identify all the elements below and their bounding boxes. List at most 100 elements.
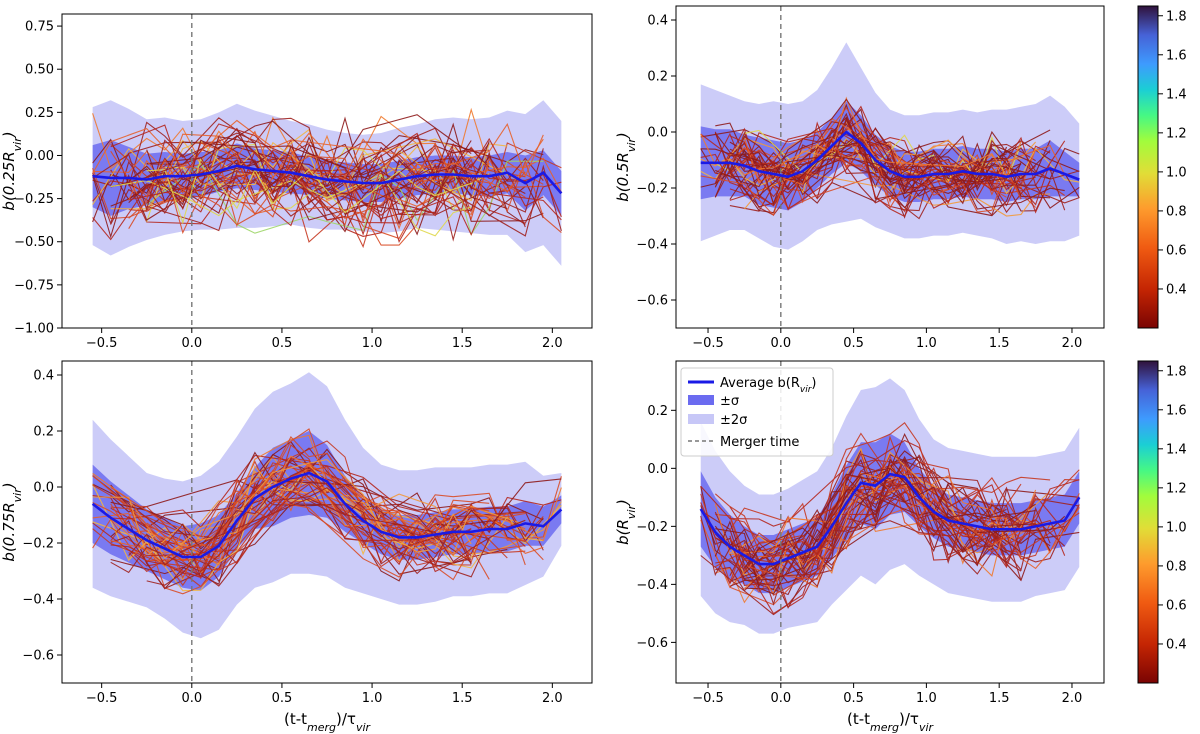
track-line (92, 119, 544, 178)
legend-sigma2-swatch (688, 414, 714, 424)
track-line (128, 157, 562, 237)
track-line (744, 129, 1051, 176)
track-line (110, 142, 526, 224)
y-tick-label: −0.25 (14, 192, 54, 207)
colorbar-tick-label: 1.4 (1166, 442, 1187, 457)
track-line (146, 467, 544, 563)
track-line (729, 107, 1007, 196)
x-axis-label: (t-tmerg)/τvir (847, 710, 935, 734)
track-line (110, 451, 562, 550)
average-line (699, 472, 1081, 566)
x-tick-label: 2.0 (1062, 336, 1083, 351)
y-tick-label: −0.2 (22, 537, 54, 552)
x-tick-label: 0.0 (181, 336, 202, 351)
track-line (700, 439, 1080, 527)
colorbar-tick-label: 0.6 (1166, 243, 1187, 258)
track-line (128, 482, 472, 587)
y-tick-label: 0.4 (647, 14, 668, 29)
y-axis-label: b(0.25Rvir) (0, 131, 24, 210)
colorbar-tick-label: 0.4 (1166, 637, 1187, 652)
plot-area (700, 42, 1080, 250)
y-tick-label: −0.2 (636, 182, 668, 197)
track-line (714, 121, 1007, 189)
y-tick-label: 0.2 (647, 404, 668, 419)
x-tick-label: 1.5 (989, 336, 1010, 351)
y-tick-label: 0.4 (33, 369, 54, 384)
track-line (128, 156, 544, 222)
track-line (146, 136, 490, 203)
track-line (92, 137, 490, 216)
track-line (92, 462, 472, 579)
plot-area (699, 378, 1081, 634)
track-line (110, 153, 544, 225)
track-line (729, 116, 1051, 197)
x-tick-label: 1.5 (452, 336, 473, 351)
panel-b-025rvir: −0.5 0.0 0.5 1.0 1.5 2.0 0.75 0.50 0.25 0.00 −0.25… (0, 13, 593, 351)
colorbar-tick-label: 1.0 (1166, 520, 1187, 535)
track-line (146, 134, 490, 224)
y-tick-label: −0.6 (22, 649, 54, 664)
panel-b-075rvir: −0.5 0.0 0.5 1.0 1.5 2.0 0.4 0.2 0.0 −0.2 −0.4 −0.6… (0, 360, 593, 734)
track-line (110, 173, 472, 237)
colorbar-tick-label: 1.6 (1166, 48, 1187, 63)
x-tick-label: −0.5 (86, 691, 118, 706)
track-line (146, 459, 472, 559)
x-tick-label: 0.5 (272, 691, 293, 706)
x-tick-label: 0.5 (843, 336, 864, 351)
y-tick-label: −0.4 (636, 238, 668, 253)
track-line (146, 466, 472, 586)
track-line (110, 487, 490, 578)
individual-tracks (92, 428, 562, 595)
colorbar-tick-label: 1.4 (1166, 87, 1187, 102)
legend-merger-label: Merger time (720, 435, 799, 450)
track-line (128, 156, 562, 230)
colorbar-tick-label: 0.8 (1166, 204, 1187, 219)
track-line (128, 497, 526, 566)
y-tick-label: 0.50 (25, 63, 54, 78)
x-tick-label: 0.0 (770, 336, 791, 351)
track-line (715, 135, 1080, 192)
y-tick-label: −0.75 (14, 278, 54, 293)
average-line (92, 164, 563, 195)
axes-frame (61, 13, 593, 329)
track-line (128, 142, 562, 234)
colorbar-tick-label: 1.8 (1166, 9, 1187, 24)
panel-b-05rvir: −0.5 0.0 0.5 1.0 1.5 2.0 0.4 0.2 0.0 −0.2 −0.4 −0.6… (614, 5, 1105, 351)
y-tick-label: 0.0 (33, 481, 54, 496)
track-line (110, 454, 562, 532)
colorbar-tick-label: 0.8 (1166, 559, 1187, 574)
axes-frame (675, 5, 1105, 329)
y-tick-label: −0.4 (22, 593, 54, 608)
track-line (92, 159, 526, 239)
legend-average-label: Average b(Rvir) (720, 376, 816, 395)
x-tick-label: 1.5 (452, 691, 473, 706)
legend-sigma2-label: ±2σ (720, 413, 747, 428)
y-axis-label: b(Rvir) (614, 499, 638, 545)
y-tick-label: −0.6 (636, 294, 668, 309)
track-line (700, 96, 1022, 178)
track-line (110, 482, 472, 557)
panel-b-rvir: −0.5 0.0 0.5 1.0 1.5 2.0 0.2 0.0 −0.2 −0.4 −0.6 b(R… (614, 360, 1105, 734)
colorbar-bottom: 0.40.60.81.01.21.41.61.8q (1137, 360, 1187, 684)
track-line (729, 483, 1022, 587)
y-tick-label: 0.00 (25, 149, 54, 164)
x-tick-label: 0.0 (181, 691, 202, 706)
legend-frame (680, 367, 834, 457)
y-tick-label: −0.4 (636, 578, 668, 593)
track-line (714, 422, 1037, 552)
colorbar-gradient (1137, 5, 1159, 329)
x-tick-label: 2.0 (542, 336, 563, 351)
y-tick-label: 0.2 (647, 70, 668, 85)
x-tick-label: 1.0 (362, 691, 383, 706)
legend: Average b(Rvir) ±σ ±2σ Merger time (680, 367, 834, 457)
x-tick-label: 0.0 (770, 691, 791, 706)
y-tick-label: 0.0 (647, 126, 668, 141)
y-tick-label: −0.6 (636, 636, 668, 651)
x-tick-label: 1.5 (989, 691, 1010, 706)
x-tick-label: 0.5 (272, 336, 293, 351)
track-line (729, 459, 1007, 582)
track-line (743, 117, 1066, 185)
y-axis-label: b(0.75Rvir) (0, 482, 24, 561)
axes-frame (61, 360, 593, 684)
x-tick-label: −0.5 (86, 336, 118, 351)
